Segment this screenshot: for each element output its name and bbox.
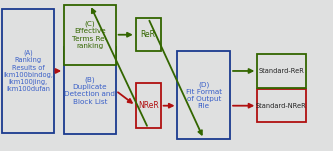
Text: Standard-ReR: Standard-ReR [258, 68, 304, 74]
Text: NReR: NReR [138, 101, 159, 110]
Text: (D)
Fit Format
of Output
File: (D) Fit Format of Output File [186, 81, 222, 109]
Text: (C)
Effective
Terms Re-
ranking: (C) Effective Terms Re- ranking [72, 21, 108, 49]
FancyBboxPatch shape [177, 51, 230, 139]
FancyBboxPatch shape [257, 89, 305, 122]
Text: Standard-NReR: Standard-NReR [256, 103, 307, 109]
FancyBboxPatch shape [257, 54, 305, 88]
FancyBboxPatch shape [136, 18, 161, 51]
Text: (B)
Duplicate
Detection and
Block List: (B) Duplicate Detection and Block List [64, 76, 116, 105]
FancyBboxPatch shape [3, 9, 54, 133]
FancyBboxPatch shape [136, 83, 161, 128]
FancyBboxPatch shape [64, 47, 116, 134]
Text: ReR: ReR [141, 30, 156, 39]
Text: (A)
Ranking
Results of
ikm100bindog,
ikm100jing,
ikm100dufan: (A) Ranking Results of ikm100bindog, ikm… [3, 50, 53, 92]
FancyBboxPatch shape [64, 5, 116, 65]
